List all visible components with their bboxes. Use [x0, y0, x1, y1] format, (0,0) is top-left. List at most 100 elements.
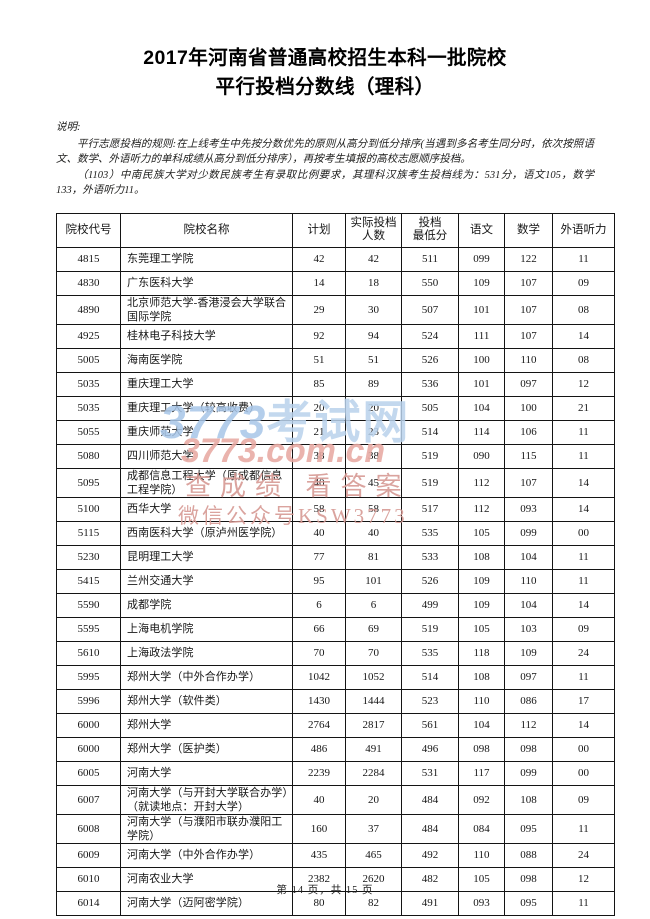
table-row: 5080 四川师范大学 38 38 519 090 115 11	[56, 443, 615, 469]
cell-code: 5005	[56, 347, 121, 373]
cell-math: 095	[504, 890, 553, 916]
cell-code: 5080	[56, 443, 121, 469]
cell-plan: 20	[292, 395, 346, 421]
cell-foreign: 11	[552, 419, 615, 445]
cell-foreign: 11	[552, 443, 615, 469]
cell-min: 533	[401, 544, 459, 570]
cell-name: 河南大学（与濮阳市联办濮阳工学院）	[120, 813, 293, 844]
cell-min: 517	[401, 496, 459, 522]
explanation-paragraph-2: （1103）中南民族大学对少数民族考生有录取比例要求，其理科汉族考生投档线为：5…	[56, 169, 594, 197]
cell-actual: 58	[345, 496, 402, 522]
table-row: 5005 海南医学院 51 51 526 100 110 08	[56, 347, 615, 373]
cell-chinese: 108	[458, 544, 505, 570]
cell-min: 524	[401, 323, 459, 349]
cell-actual: 40	[345, 520, 402, 546]
cell-plan: 40	[292, 784, 346, 815]
cell-code: 5415	[56, 568, 121, 594]
table-row: 5996 郑州大学（软件类） 1430 1444 523 110 086 17	[56, 688, 615, 714]
cell-foreign: 09	[552, 270, 615, 296]
cell-code: 5115	[56, 520, 121, 546]
cell-math: 093	[504, 496, 553, 522]
cell-min: 561	[401, 712, 459, 738]
cell-chinese: 110	[458, 842, 505, 868]
cell-foreign: 24	[552, 640, 615, 666]
cell-plan: 66	[292, 616, 346, 642]
cell-plan: 95	[292, 568, 346, 594]
cell-actual: 18	[345, 270, 402, 296]
cell-foreign: 00	[552, 760, 615, 786]
table-row: 5115 西南医科大学（原泸州医学院） 40 40 535 105 099 00	[56, 520, 615, 546]
cell-code: 5035	[56, 395, 121, 421]
cell-chinese: 090	[458, 443, 505, 469]
cell-name: 昆明理工大学	[120, 544, 293, 570]
cell-plan: 80	[292, 890, 346, 916]
cell-min: 519	[401, 616, 459, 642]
cell-code: 6007	[56, 784, 121, 815]
cell-min: 496	[401, 736, 459, 762]
cell-code: 5230	[56, 544, 121, 570]
cell-chinese: 110	[458, 688, 505, 714]
cell-math: 103	[504, 616, 553, 642]
cell-name: 广东医科大学	[120, 270, 293, 296]
cell-code: 5996	[56, 688, 121, 714]
cell-plan: 38	[292, 443, 346, 469]
cell-actual: 89	[345, 371, 402, 397]
column-header-plan: 计划	[292, 212, 346, 248]
cell-name: 北京师范大学-香港浸会大学联合国际学院	[120, 294, 293, 325]
cell-name: 重庆理工大学（较高收费）	[120, 395, 293, 421]
cell-chinese: 092	[458, 784, 505, 815]
column-header-actual-line1: 实际投档	[350, 217, 397, 230]
column-header-name: 院校名称	[120, 212, 293, 248]
table-row: 6007 河南大学（与开封大学联合办学）（就读地点：开封大学） 40 20 484 092…	[56, 784, 615, 815]
table-row: 4830 广东医科大学 14 18 550 109 107 09	[56, 270, 615, 296]
explanation-paragraph-1: 平行志愿投档的规则:在上线考生中先按分数优先的原则从高分到低分排序(当遇到多名考…	[56, 138, 594, 166]
cell-chinese: 101	[458, 371, 505, 397]
cell-code: 5610	[56, 640, 121, 666]
cell-math: 109	[504, 640, 553, 666]
cell-chinese: 109	[458, 568, 505, 594]
cell-code: 6009	[56, 842, 121, 868]
cell-name: 郑州大学（软件类）	[120, 688, 293, 714]
cell-chinese: 084	[458, 813, 505, 844]
column-header-min-line1: 投档	[418, 217, 442, 230]
cell-name: 桂林电子科技大学	[120, 323, 293, 349]
cell-code: 4925	[56, 323, 121, 349]
cell-chinese: 098	[458, 736, 505, 762]
cell-math: 098	[504, 736, 553, 762]
cell-min: 514	[401, 419, 459, 445]
cell-actual: 30	[345, 294, 402, 325]
column-header-math: 数学	[504, 212, 553, 248]
cell-plan: 85	[292, 371, 346, 397]
cell-code: 4830	[56, 270, 121, 296]
cell-actual: 465	[345, 842, 402, 868]
cell-chinese: 100	[458, 347, 505, 373]
cell-min: 519	[401, 443, 459, 469]
table-row: 4890 北京师范大学-香港浸会大学联合国际学院 29 30 507 101 107 08	[56, 294, 615, 325]
cell-plan: 435	[292, 842, 346, 868]
cell-foreign: 08	[552, 294, 615, 325]
cell-foreign: 00	[552, 520, 615, 546]
cell-min: 531	[401, 760, 459, 786]
cell-actual: 2284	[345, 760, 402, 786]
cell-min: 523	[401, 688, 459, 714]
cell-actual: 20	[345, 395, 402, 421]
cell-foreign: 09	[552, 616, 615, 642]
cell-foreign: 14	[552, 592, 615, 618]
cell-name: 河南大学（迈阿密学院）	[120, 890, 293, 916]
cell-foreign: 21	[552, 395, 615, 421]
cell-plan: 1042	[292, 664, 346, 690]
cell-math: 122	[504, 246, 553, 272]
cell-plan: 77	[292, 544, 346, 570]
cell-actual: 1052	[345, 664, 402, 690]
cell-foreign: 14	[552, 323, 615, 349]
cell-plan: 1430	[292, 688, 346, 714]
cell-chinese: 109	[458, 270, 505, 296]
cell-foreign: 11	[552, 890, 615, 916]
cell-math: 115	[504, 443, 553, 469]
cell-actual: 491	[345, 736, 402, 762]
cell-chinese: 111	[458, 323, 505, 349]
cell-actual: 42	[345, 246, 402, 272]
cell-math: 100	[504, 395, 553, 421]
cell-actual: 1444	[345, 688, 402, 714]
cell-plan: 58	[292, 496, 346, 522]
